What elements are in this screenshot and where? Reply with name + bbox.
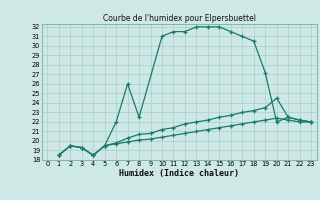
Title: Courbe de l'humidex pour Elpersbuettel: Courbe de l'humidex pour Elpersbuettel (103, 14, 256, 23)
X-axis label: Humidex (Indice chaleur): Humidex (Indice chaleur) (119, 169, 239, 178)
